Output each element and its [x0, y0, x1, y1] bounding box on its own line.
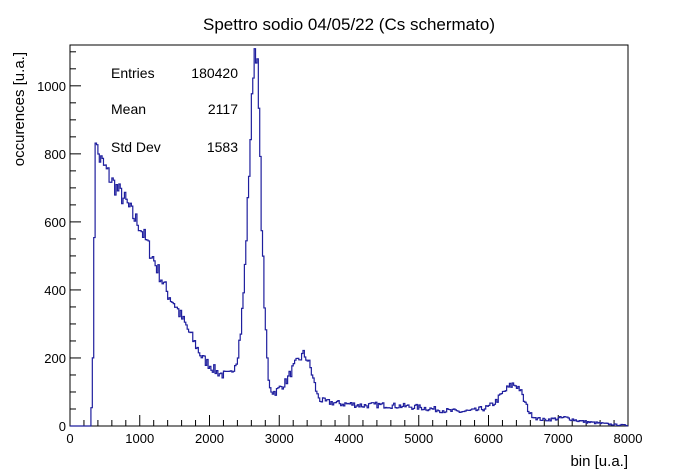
stats-mean-value: 2117 [208, 101, 238, 117]
stats-mean-label: Mean [111, 101, 146, 117]
y-tick-label: 400 [44, 283, 66, 298]
x-tick-label: 1000 [125, 431, 154, 446]
stats-entries-label: Entries [111, 65, 155, 81]
stats-std-label: Std Dev [111, 139, 161, 155]
y-tick-label: 0 [59, 419, 66, 434]
x-tick-label: 3000 [265, 431, 294, 446]
x-tick-label: 7000 [544, 431, 573, 446]
stats-box: Entries 180420 Mean 2117 Std Dev 1583 [111, 65, 238, 155]
plot-frame [69, 44, 629, 427]
x-axis-label: bin [u.a.] [570, 453, 628, 470]
stats-entries-value: 180420 [191, 65, 238, 81]
y-axis: 0 200 400 600 800 1000 [37, 51, 81, 434]
x-tick-label: 5000 [404, 431, 433, 446]
histogram-line [70, 48, 628, 427]
x-axis: 0 1000 2000 3000 4000 5000 6000 7000 8000 [66, 415, 642, 446]
y-tick-label: 600 [44, 215, 66, 230]
x-tick-label: 2000 [195, 431, 224, 446]
x-tick-label: 6000 [474, 431, 503, 446]
y-tick-label: 200 [44, 351, 66, 366]
y-axis-label: occurences [u.a.] [11, 52, 28, 166]
y-tick-label: 1000 [37, 79, 66, 94]
x-tick-label: 4000 [335, 431, 364, 446]
y-tick-label: 800 [44, 147, 66, 162]
chart-title: Spettro sodio 04/05/22 (Cs schermato) [203, 15, 495, 34]
stats-std-value: 1583 [207, 139, 238, 155]
x-tick-label: 0 [66, 431, 73, 446]
x-tick-label: 8000 [614, 431, 643, 446]
